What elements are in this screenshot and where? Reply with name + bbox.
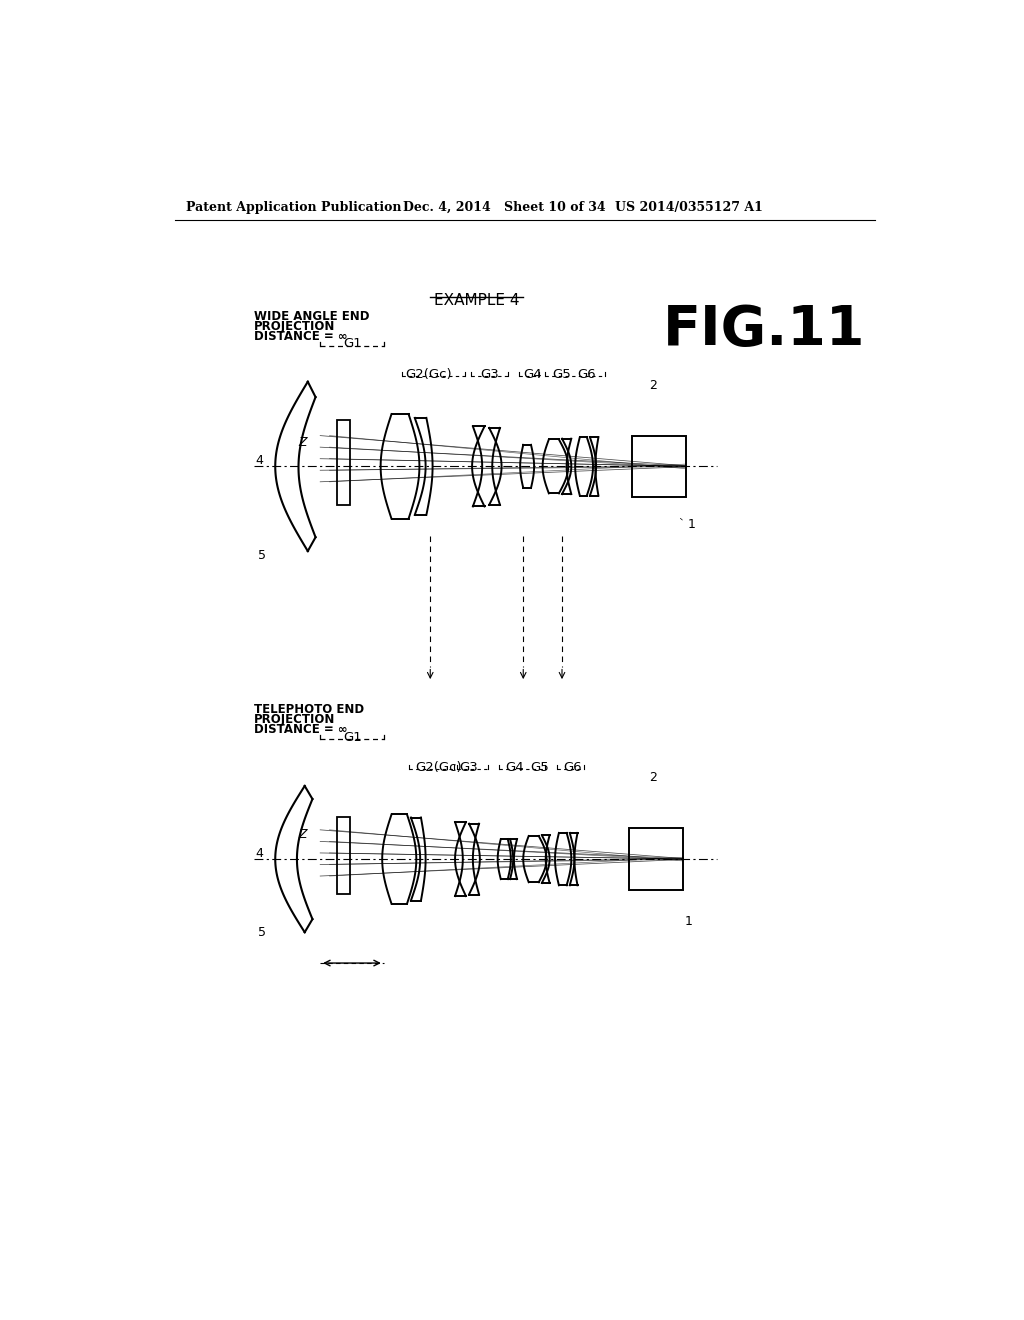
Text: Dec. 4, 2014: Dec. 4, 2014: [403, 201, 490, 214]
Text: 5: 5: [258, 549, 266, 562]
Text: 2: 2: [649, 771, 656, 784]
Text: G3: G3: [480, 368, 499, 381]
Text: EXAMPLE 4: EXAMPLE 4: [434, 293, 519, 308]
Text: DISTANCE = ∞: DISTANCE = ∞: [254, 330, 348, 343]
Text: Z: Z: [299, 436, 307, 449]
Text: Patent Application Publication: Patent Application Publication: [186, 201, 401, 214]
Text: G3: G3: [460, 760, 478, 774]
Text: G6: G6: [578, 368, 596, 381]
Text: PROJECTION: PROJECTION: [254, 713, 336, 726]
Text: G1: G1: [343, 337, 362, 350]
Text: Sheet 10 of 34: Sheet 10 of 34: [504, 201, 605, 214]
Text: G2(Gc): G2(Gc): [415, 760, 462, 774]
Text: G5: G5: [530, 760, 549, 774]
Text: WIDE ANGLE END: WIDE ANGLE END: [254, 310, 370, 323]
Text: FIG.11: FIG.11: [663, 304, 865, 358]
Text: 1: 1: [684, 915, 692, 928]
Text: 1: 1: [687, 517, 695, 531]
Text: G2(Gc): G2(Gc): [406, 368, 452, 381]
Bar: [629, 829, 683, 890]
Bar: [632, 436, 686, 498]
Text: TELEPHOTO END: TELEPHOTO END: [254, 702, 365, 715]
Text: G1: G1: [343, 730, 362, 743]
Text: G6: G6: [563, 760, 583, 774]
Text: DISTANCE = ∞: DISTANCE = ∞: [254, 723, 348, 735]
Text: Z: Z: [299, 829, 307, 841]
Text: 5: 5: [258, 927, 266, 939]
Text: 2: 2: [649, 379, 656, 392]
Bar: [337, 420, 349, 506]
Text: 4: 4: [255, 847, 263, 859]
Text: 4: 4: [255, 454, 263, 467]
Text: G5: G5: [552, 368, 570, 381]
Text: G4: G4: [523, 368, 542, 381]
Text: PROJECTION: PROJECTION: [254, 321, 336, 333]
Text: G4: G4: [506, 760, 524, 774]
Bar: [337, 817, 349, 894]
Text: US 2014/0355127 A1: US 2014/0355127 A1: [614, 201, 763, 214]
